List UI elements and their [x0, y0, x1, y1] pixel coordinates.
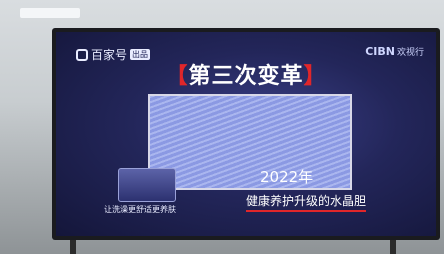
title-text: 第三次变革 — [188, 64, 303, 89]
caption: 健康养护升级的水晶胆 — [246, 192, 366, 212]
product-image — [118, 168, 176, 202]
ceiling-light — [20, 8, 80, 18]
brand-suffix: 欢视行 — [397, 48, 424, 58]
year: 2022年 — [260, 166, 313, 187]
tv-stand — [390, 240, 396, 254]
photo: 百家号 出品 CIBN欢视行 【第三次变革】 2022年 健康养护升级的水晶胆 … — [0, 0, 444, 254]
image-frame — [148, 94, 352, 190]
title-bracket: 】 — [304, 64, 327, 89]
tv-stand — [70, 240, 76, 254]
title: 【第三次变革】 — [56, 58, 436, 90]
product-caption: 让洗澡更舒适更养肤 — [104, 204, 176, 215]
title-bracket: 【 — [165, 64, 188, 89]
brand-name: CIBN — [365, 45, 395, 58]
